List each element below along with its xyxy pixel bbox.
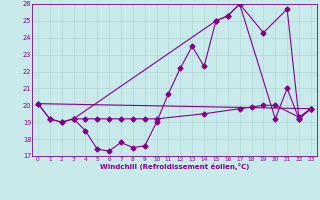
- X-axis label: Windchill (Refroidissement éolien,°C): Windchill (Refroidissement éolien,°C): [100, 163, 249, 170]
